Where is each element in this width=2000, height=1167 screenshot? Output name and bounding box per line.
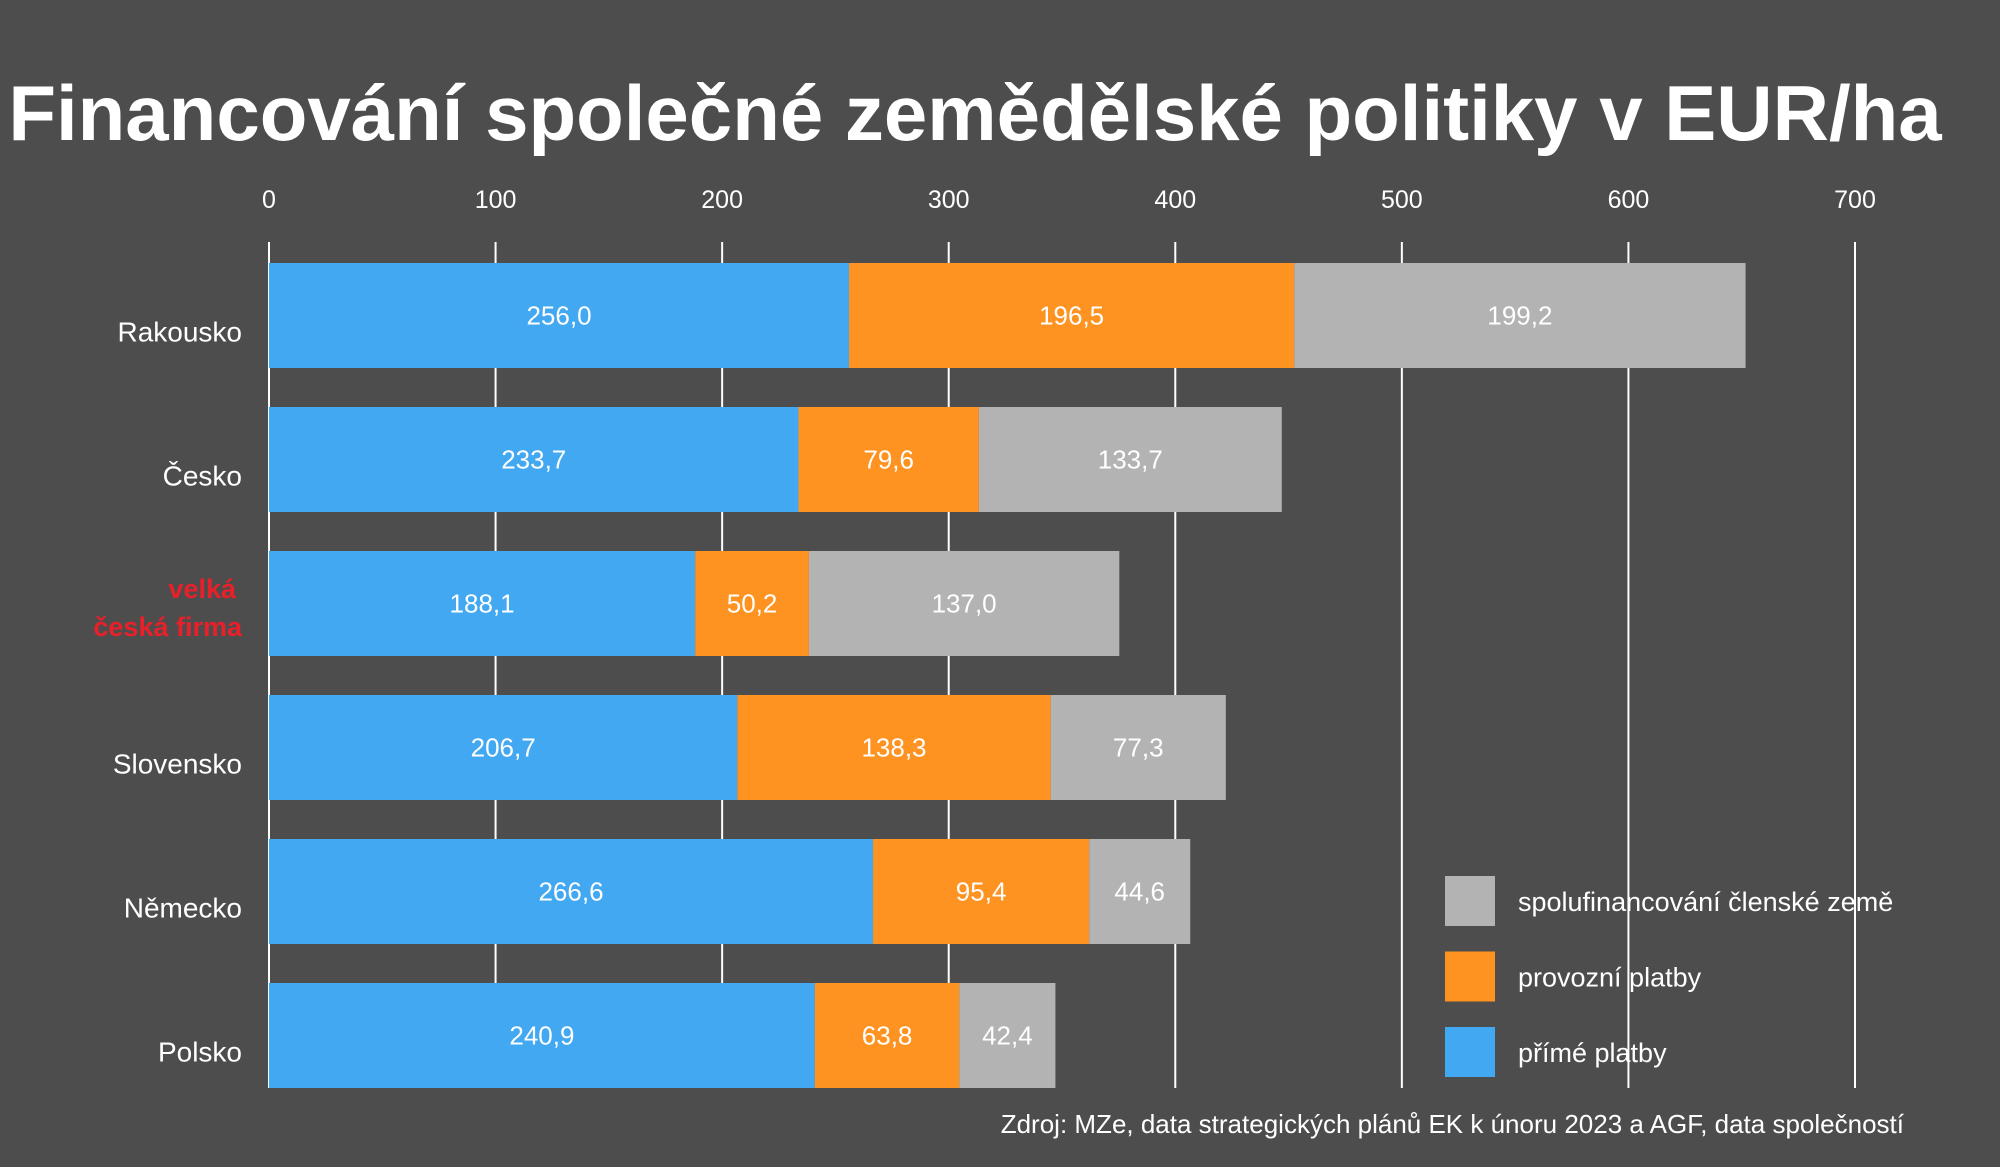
legend: spolufinancování členské země provozní pl…: [1445, 876, 1893, 1077]
x-tick-label: 600: [1608, 186, 1650, 214]
legend-label: spolufinancování členské země: [1518, 887, 1893, 917]
data-label: 233,7: [501, 445, 566, 475]
category-label: Česko: [163, 461, 242, 492]
data-label: 199,2: [1487, 301, 1552, 331]
data-label: 95,4: [956, 877, 1007, 907]
source-note: Zdroj: MZe, data strategických plánů EK …: [1001, 1109, 1905, 1139]
bar-segment: [978, 407, 1282, 512]
legend-swatch: [1445, 1027, 1495, 1077]
data-label: 42,4: [982, 1021, 1033, 1051]
category-label: Slovensko: [113, 749, 242, 780]
bar-segment: [269, 695, 738, 800]
bar-segment: [269, 839, 874, 944]
data-label: 206,7: [471, 733, 536, 763]
bar-segment: [269, 407, 799, 512]
legend-swatch: [1445, 876, 1495, 926]
bar-segment: [798, 407, 979, 512]
category-label: Rakousko: [117, 317, 242, 348]
bar-segment: [269, 983, 815, 1088]
bars: 256,0 196,5 199,2 233,7 79,6 133,7 188,1 50,2 13…: [269, 263, 1746, 1088]
bar-segment: [1089, 839, 1191, 944]
x-tick-label: 400: [1154, 186, 1196, 214]
x-axis-ticks: 0 100 200 300 400 500 600 700: [262, 186, 1876, 214]
data-label: 240,9: [509, 1021, 574, 1051]
data-label: 188,1: [450, 589, 515, 619]
x-tick-label: 300: [928, 186, 970, 214]
category-label-line: česká firma: [93, 612, 243, 642]
data-label: 196,5: [1039, 301, 1104, 331]
data-label: 137,0: [932, 589, 997, 619]
bar-segment: [737, 695, 1051, 800]
category-label: Polsko: [158, 1037, 242, 1068]
bar-segment: [269, 263, 850, 368]
x-tick-label: 100: [475, 186, 517, 214]
category-label-line: velká: [168, 574, 237, 604]
bar-segment: [814, 983, 960, 1088]
data-label: 44,6: [1114, 877, 1165, 907]
x-tick-label: 0: [262, 186, 276, 214]
data-label: 266,6: [538, 877, 603, 907]
data-label: 256,0: [526, 301, 591, 331]
data-label: 63,8: [862, 1021, 913, 1051]
bar-segment: [269, 551, 696, 656]
legend-swatch: [1445, 951, 1495, 1002]
bar-segment: [849, 263, 1295, 368]
bar-segment: [695, 551, 809, 656]
x-tick-label: 200: [701, 186, 743, 214]
bar-segment: [1050, 695, 1226, 800]
category-labels: Rakousko Česko velká česká firma Slovensko Ně…: [93, 317, 243, 1068]
data-label: 79,6: [863, 445, 914, 475]
gridlines: [268, 242, 1856, 1088]
legend-label: provozní platby: [1518, 963, 1702, 993]
chart-title: Financování společné zemědělské politiky…: [8, 69, 1942, 157]
data-label: 50,2: [727, 589, 778, 619]
bar-segment: [1294, 263, 1746, 368]
category-label: Německo: [124, 893, 242, 924]
bar-segment: [959, 983, 1056, 1088]
legend-label: přímé platby: [1518, 1038, 1667, 1068]
data-label: 138,3: [861, 733, 926, 763]
bar-segment: [808, 551, 1120, 656]
bar-segment: [873, 839, 1090, 944]
data-label: 77,3: [1113, 733, 1164, 763]
x-tick-label: 500: [1381, 186, 1423, 214]
x-tick-label: 700: [1834, 186, 1876, 214]
data-label: 133,7: [1098, 445, 1163, 475]
